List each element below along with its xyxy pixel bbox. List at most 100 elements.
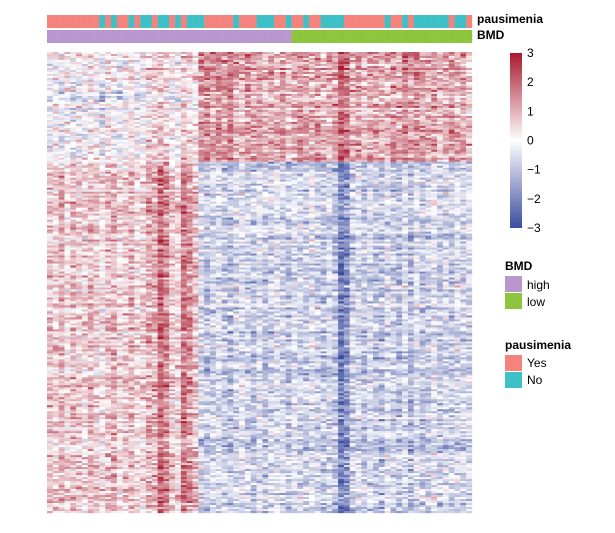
heatmap-cell xyxy=(128,133,135,136)
heatmap-cell xyxy=(157,133,164,136)
heatmap-cell xyxy=(233,155,240,158)
heatmap-cell xyxy=(326,127,333,130)
heatmap-cell xyxy=(198,91,205,95)
heatmap-cell xyxy=(186,155,193,158)
bmd-annotation-cell xyxy=(76,30,83,43)
heatmap-cell xyxy=(175,119,182,122)
heatmap-cell xyxy=(221,177,228,180)
heatmap-cell xyxy=(285,93,292,97)
heatmap-cell xyxy=(466,109,473,113)
heatmap-cell xyxy=(419,123,426,126)
heatmap-cell xyxy=(285,54,292,57)
heatmap-cell xyxy=(47,169,53,172)
heatmap-cell xyxy=(64,135,71,138)
heatmap-cell xyxy=(390,63,397,67)
heatmap-cell xyxy=(233,87,240,91)
heatmap-cell xyxy=(308,73,315,77)
heatmap-cell xyxy=(81,177,88,180)
heatmap-cell xyxy=(239,59,246,63)
heatmap-cell xyxy=(244,54,251,57)
heatmap-cell xyxy=(373,177,379,180)
pausimenia-annotation-cell xyxy=(105,15,112,28)
heatmap-cell xyxy=(250,141,257,144)
heatmap-cell xyxy=(425,171,432,174)
heatmap-cell xyxy=(116,145,123,148)
heatmap-cell xyxy=(442,137,449,140)
heatmap-cell xyxy=(419,141,426,144)
heatmap-cell xyxy=(268,149,275,152)
heatmap-cell xyxy=(105,147,112,150)
heatmap-cell xyxy=(279,167,286,170)
heatmap-cell xyxy=(239,171,246,174)
heatmap-cell xyxy=(326,125,333,128)
heatmap-cell xyxy=(70,111,77,115)
heatmap-cell xyxy=(210,103,216,107)
heatmap-cell xyxy=(419,77,426,81)
heatmap-cell xyxy=(99,145,106,148)
heatmap-cell xyxy=(291,171,298,174)
heatmap-cell xyxy=(47,87,53,91)
heatmap-cell xyxy=(466,167,473,170)
heatmap-cell xyxy=(297,173,304,176)
heatmap-cell xyxy=(47,135,53,138)
heatmap-cell xyxy=(151,173,158,176)
heatmap-cell xyxy=(407,133,414,136)
heatmap-cell xyxy=(378,161,385,164)
heatmap-cell xyxy=(204,141,211,144)
heatmap-cell xyxy=(256,177,263,180)
heatmap-cell xyxy=(87,153,94,156)
heatmap-cell xyxy=(157,155,164,158)
heatmap-cell xyxy=(111,89,118,93)
heatmap-cell xyxy=(396,105,403,109)
heatmap-cell xyxy=(279,123,286,126)
heatmap-cell xyxy=(425,123,432,126)
heatmap-cell xyxy=(64,79,71,83)
heatmap-cell xyxy=(70,133,77,136)
heatmap-cell xyxy=(396,73,403,77)
heatmap-cell xyxy=(134,63,141,67)
heatmap-cell xyxy=(116,109,123,113)
heatmap-cell xyxy=(320,95,327,99)
heatmap-cell xyxy=(314,153,321,156)
heatmap-cell xyxy=(151,139,158,142)
heatmap-cell xyxy=(175,175,182,178)
heatmap-cell xyxy=(332,75,339,79)
heatmap-cell xyxy=(279,57,286,61)
heatmap-cell xyxy=(303,71,310,75)
heatmap-cell xyxy=(291,131,298,134)
heatmap-cell xyxy=(93,115,100,119)
heatmap-cell xyxy=(349,52,356,55)
heatmap-cell xyxy=(326,171,333,174)
heatmap-cell xyxy=(227,89,234,93)
heatmap-cell xyxy=(262,105,269,109)
heatmap-cell xyxy=(175,103,182,107)
heatmap-cell xyxy=(233,113,240,117)
heatmap-cell xyxy=(268,153,275,156)
heatmap-cell xyxy=(355,121,362,124)
heatmap-cell xyxy=(233,59,240,63)
heatmap-cell xyxy=(99,83,106,87)
heatmap-cell xyxy=(239,54,246,57)
heatmap-cell xyxy=(413,79,420,83)
heatmap-cell xyxy=(256,179,263,182)
heatmap-cell xyxy=(70,169,77,172)
heatmap-cell xyxy=(76,135,83,138)
heatmap-cell xyxy=(413,71,420,75)
heatmap-cell xyxy=(460,139,467,142)
heatmap-cell xyxy=(145,131,152,134)
heatmap-cell xyxy=(268,99,275,103)
pausimenia-annotation-cell xyxy=(361,15,368,28)
heatmap-cell xyxy=(99,57,106,61)
heatmap-cell xyxy=(437,79,444,83)
heatmap-cell xyxy=(349,117,356,121)
heatmap-cell xyxy=(460,73,467,77)
heatmap-cell xyxy=(70,59,77,63)
heatmap-cell xyxy=(355,103,362,107)
heatmap-cell xyxy=(151,111,158,115)
heatmap-cell xyxy=(413,173,420,176)
heatmap-cell xyxy=(93,109,100,113)
heatmap-cell xyxy=(314,145,321,148)
heatmap-cell xyxy=(390,141,397,144)
heatmap-cell xyxy=(239,61,246,65)
heatmap-cell xyxy=(326,153,333,156)
